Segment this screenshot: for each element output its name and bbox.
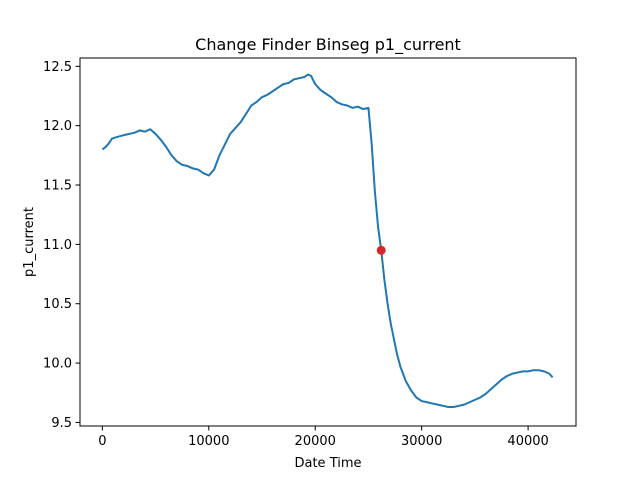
change-point-marker-0 <box>376 245 386 255</box>
x-tick-label: 30000 <box>401 434 442 449</box>
plot-frame <box>79 57 577 427</box>
y-axis-title: p1_current <box>22 207 37 277</box>
y-tick-label: 9.5 <box>51 416 72 431</box>
y-axis: 9.5 10.0 10.5 11.0 11.5 12.0 12.5 <box>43 60 80 431</box>
chart-title: Change Finder Binseg p1_current <box>195 35 461 55</box>
x-tick-label: 20000 <box>295 434 336 449</box>
y-tick-label: 12.0 <box>43 119 72 134</box>
y-tick-label: 12.5 <box>43 60 72 75</box>
y-tick-label: 10.0 <box>43 357 72 372</box>
x-axis-title: Date Time <box>294 456 361 471</box>
plot-area <box>101 73 554 409</box>
y-tick-label: 11.5 <box>43 179 72 194</box>
x-tick-label: 0 <box>98 434 106 449</box>
x-axis: 0 10000 20000 30000 40000 <box>98 426 549 449</box>
x-tick-label: 10000 <box>188 434 229 449</box>
series-line-0 <box>101 73 554 409</box>
x-tick-label: 40000 <box>507 434 548 449</box>
y-tick-label: 11.0 <box>43 238 72 253</box>
y-tick-label: 10.5 <box>43 297 72 312</box>
